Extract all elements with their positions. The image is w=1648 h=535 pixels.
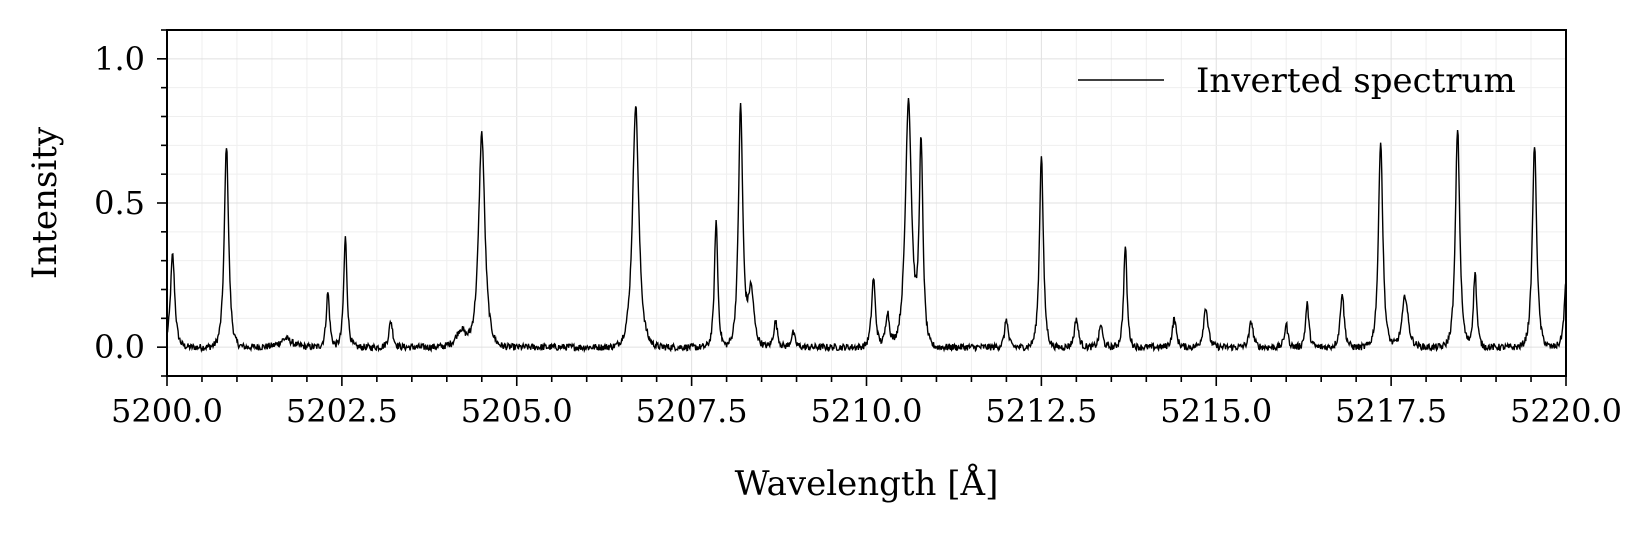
y-axis-label: Intensity xyxy=(25,126,65,279)
y-axis: 0.0 0.5 1.0 xyxy=(94,29,167,377)
x-tick-label: 5215.0 xyxy=(1160,392,1272,430)
y-tick-label: 0.0 xyxy=(94,328,145,366)
x-tick-label: 5202.5 xyxy=(286,392,398,430)
x-axis: 5200.0 5202.5 5205.0 5207.5 5210.0 5212.5 5215… xyxy=(111,376,1622,430)
x-tick-label: 5220.0 xyxy=(1510,392,1622,430)
y-tick-label: 1.0 xyxy=(94,40,145,78)
grid-lines xyxy=(166,29,1567,377)
y-tick-label: 0.5 xyxy=(94,184,145,222)
x-tick-label: 5200.0 xyxy=(111,392,223,430)
x-axis-label: Wavelength [Å] xyxy=(735,463,999,504)
x-tick-label: 5212.5 xyxy=(985,392,1097,430)
plot-area xyxy=(167,98,1566,354)
x-tick-label: 5205.0 xyxy=(461,392,573,430)
x-tick-label: 5217.5 xyxy=(1335,392,1447,430)
legend-label-inverted-spectrum: Inverted spectrum xyxy=(1196,61,1516,101)
legend: Inverted spectrum xyxy=(1078,61,1516,101)
x-tick-label: 5210.0 xyxy=(811,392,923,430)
x-tick-label: 5207.5 xyxy=(636,392,748,430)
series-line-inverted-spectrum xyxy=(167,98,1566,354)
